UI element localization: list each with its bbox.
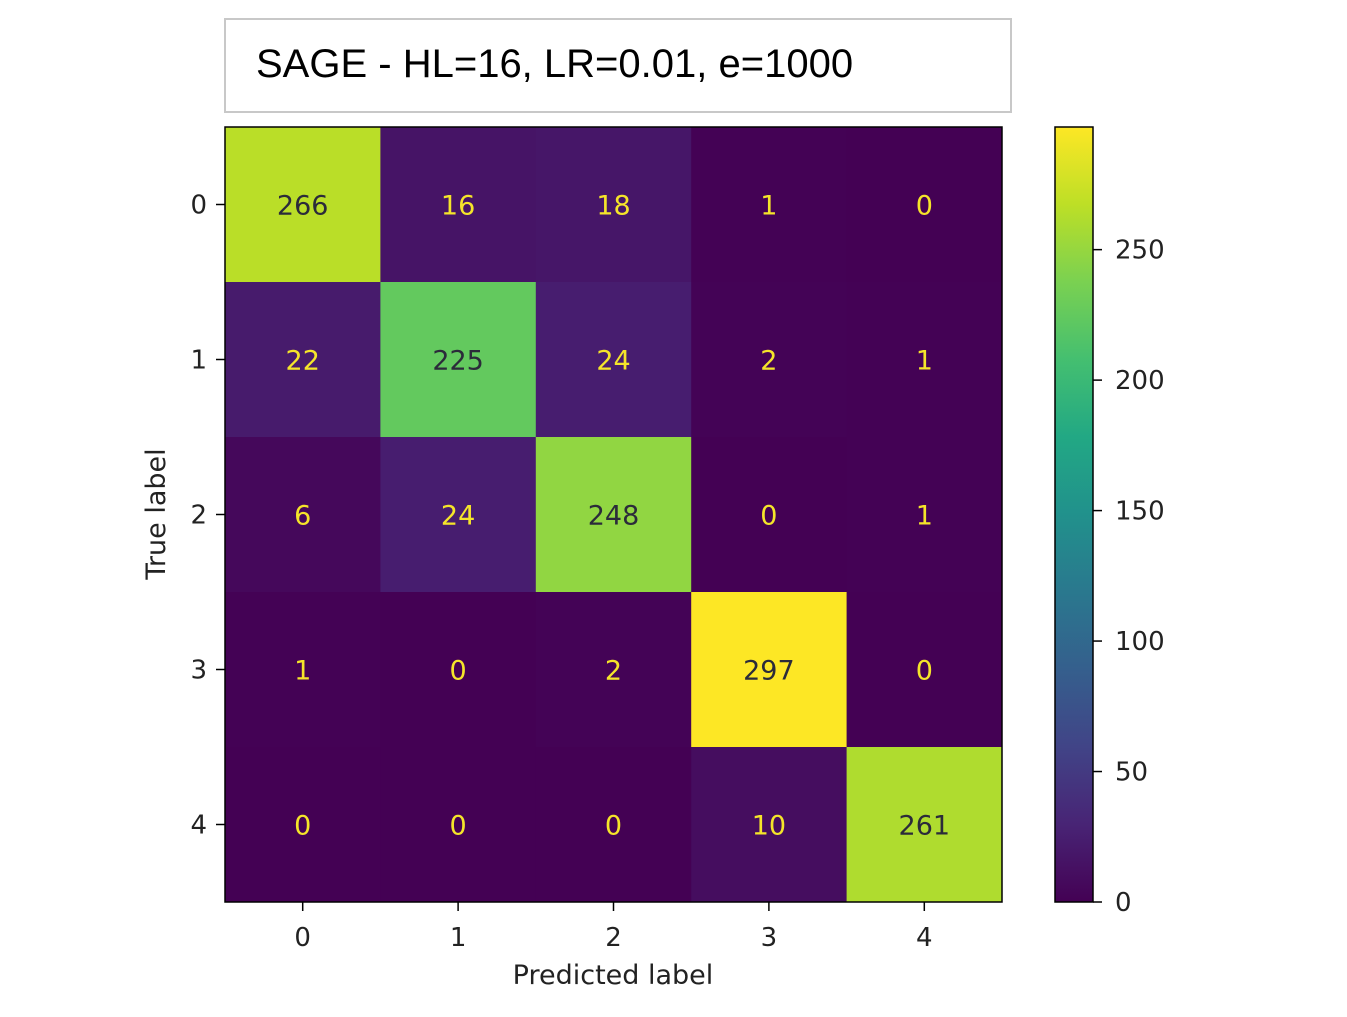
heatmap-cell bbox=[846, 437, 1003, 593]
cell-value-label: 1 bbox=[760, 191, 777, 222]
cell-value-label: 22 bbox=[286, 346, 320, 377]
colorbar-tick-label: 50 bbox=[1115, 758, 1148, 788]
y-tick-label: 2 bbox=[190, 501, 207, 531]
heatmap-cell bbox=[225, 127, 381, 283]
heatmap-cell bbox=[535, 127, 692, 283]
heatmap-cell bbox=[691, 747, 848, 903]
x-tick-label: 1 bbox=[450, 923, 467, 953]
heatmap-cell bbox=[691, 127, 848, 283]
y-tick-label: 1 bbox=[190, 346, 207, 376]
y-tick-label: 0 bbox=[190, 191, 207, 221]
heatmap-cell bbox=[846, 592, 1003, 748]
heatmap-cell bbox=[691, 437, 848, 593]
heatmap-cell bbox=[846, 127, 1003, 283]
colorbar-tick-label: 200 bbox=[1115, 366, 1165, 396]
heatmap-cell bbox=[535, 592, 692, 748]
colorbar bbox=[1054, 126, 1094, 903]
heatmap-cell bbox=[691, 282, 848, 438]
cell-value-label: 266 bbox=[277, 191, 329, 222]
cell-value-label: 0 bbox=[916, 191, 933, 222]
heatmap-cell bbox=[846, 747, 1003, 903]
colorbar-ticks: 0 50 100 150 200 250 bbox=[1093, 236, 1165, 918]
cell-value-label: 225 bbox=[432, 346, 484, 377]
cell-value-label: 0 bbox=[760, 501, 777, 532]
colorbar-tick-label: 100 bbox=[1115, 627, 1165, 657]
cell-value-label: 248 bbox=[588, 501, 640, 532]
colorbar-tick-label: 150 bbox=[1115, 497, 1165, 527]
heatmap-cell bbox=[535, 747, 692, 903]
x-axis: 0 1 2 3 4 bbox=[294, 902, 933, 953]
heatmap-cell bbox=[691, 592, 848, 748]
heatmap-cell bbox=[225, 282, 381, 438]
heatmap-cell bbox=[380, 127, 537, 283]
cell-value-label: 261 bbox=[899, 811, 951, 842]
heatmap-cell bbox=[535, 282, 692, 438]
cell-value-label: 24 bbox=[441, 501, 475, 532]
chart-title-box: SAGE - HL=16, LR=0.01, e=1000 bbox=[224, 18, 1012, 113]
colorbar-tick-label: 0 bbox=[1115, 888, 1132, 918]
heatmap-cell bbox=[380, 747, 537, 903]
heatmap-cell bbox=[225, 437, 381, 593]
y-tick-label: 4 bbox=[190, 811, 207, 841]
cell-value-label: 1 bbox=[916, 346, 933, 377]
cell-value-label: 18 bbox=[596, 191, 630, 222]
cell-value-label: 0 bbox=[294, 811, 311, 842]
cell-value-label: 1 bbox=[916, 501, 933, 532]
cell-value-label: 16 bbox=[441, 191, 475, 222]
cell-value-label: 10 bbox=[752, 811, 786, 842]
heatmap-cell bbox=[380, 592, 537, 748]
heatmap-cell bbox=[225, 747, 381, 903]
y-tick-label: 3 bbox=[190, 656, 207, 686]
heatmap-cell bbox=[380, 437, 537, 593]
heatmap-cells: 266 16 18 1 022 225 24 2 16 24 248 0 11 0 2 297 00 0 0 10 26… bbox=[225, 127, 1003, 903]
x-tick-label: 0 bbox=[294, 923, 311, 953]
cell-value-label: 2 bbox=[760, 346, 777, 377]
heatmap-cell bbox=[225, 592, 381, 748]
cell-value-label: 0 bbox=[916, 656, 933, 687]
cell-value-label: 6 bbox=[294, 501, 311, 532]
heatmap-cell bbox=[846, 282, 1003, 438]
chart-title: SAGE - HL=16, LR=0.01, e=1000 bbox=[256, 42, 854, 86]
heatmap-cell bbox=[535, 437, 692, 593]
y-axis: 0 1 2 3 4 bbox=[190, 191, 225, 841]
x-tick-label: 4 bbox=[916, 923, 933, 953]
cell-value-label: 0 bbox=[450, 811, 467, 842]
cell-value-label: 297 bbox=[743, 656, 795, 687]
heatmap-cell bbox=[380, 282, 537, 438]
cell-value-label: 1 bbox=[294, 656, 311, 687]
x-tick-label: 3 bbox=[761, 923, 778, 953]
cell-value-label: 2 bbox=[605, 656, 622, 687]
x-axis-label: Predicted label bbox=[513, 960, 714, 991]
cell-value-label: 0 bbox=[450, 656, 467, 687]
cell-value-label: 24 bbox=[596, 346, 630, 377]
colorbar-tick-label: 250 bbox=[1115, 236, 1165, 266]
x-tick-label: 2 bbox=[605, 923, 622, 953]
y-axis-label: True label bbox=[141, 448, 172, 580]
cell-value-label: 0 bbox=[605, 811, 622, 842]
